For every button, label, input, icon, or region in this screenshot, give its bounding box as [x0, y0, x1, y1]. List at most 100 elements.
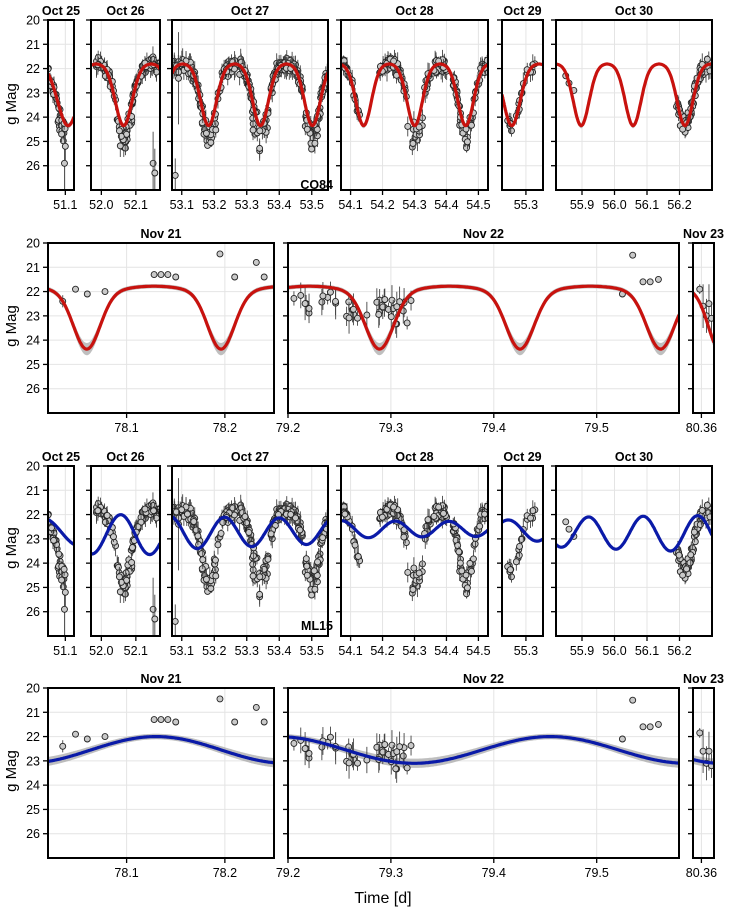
data-point	[252, 258, 260, 266]
data-point	[512, 558, 520, 566]
x-tick-label: 52.0	[89, 198, 113, 212]
plot-area	[48, 62, 74, 190]
x-tick-label: 51.1	[53, 644, 77, 658]
panel-oct-27-row-1: 53.1 53.2 53.3 53.4 53.5 Oct 27	[167, 4, 329, 212]
data-point	[256, 127, 264, 135]
data-point	[696, 285, 704, 293]
data-point	[245, 529, 253, 536]
model-uncertainty-band	[48, 284, 274, 356]
data-point	[516, 542, 524, 550]
y-tick-label: 21	[26, 706, 40, 720]
model-curve	[556, 513, 712, 553]
plot-area	[172, 478, 328, 636]
x-tick-label: 53.4	[267, 644, 291, 658]
data-point	[243, 519, 250, 527]
data-point	[691, 538, 699, 546]
x-axis-label: Time [d]	[354, 890, 411, 907]
panel-frame	[501, 465, 544, 637]
panel-frame	[555, 19, 713, 191]
data-point	[172, 508, 180, 516]
data-points	[48, 508, 69, 636]
panel-title: Oct 27	[231, 4, 269, 18]
plot-area	[48, 508, 74, 636]
panel-row-1: 51.1 20 21 22 23 24 25 26 Oct 25 52.0 52.1 Oct 26 53…	[26, 4, 713, 212]
data-point	[381, 741, 389, 748]
data-point	[290, 739, 298, 747]
data-point	[506, 566, 514, 574]
x-tick-label: 78.2	[213, 421, 237, 435]
model-curve	[288, 284, 679, 351]
data-point	[267, 530, 275, 538]
panel-frame	[171, 465, 329, 637]
data-point	[696, 521, 704, 529]
data-point	[114, 563, 122, 571]
model-label-ml15: ML15	[301, 619, 333, 633]
data-point	[654, 275, 662, 283]
data-point	[363, 311, 371, 319]
data-point	[403, 319, 411, 327]
x-tick-label: 53.5	[300, 644, 324, 658]
data-point	[172, 718, 180, 726]
data-point	[115, 573, 123, 581]
data-points	[59, 695, 268, 753]
data-point	[455, 548, 463, 556]
data-point	[164, 716, 172, 724]
data-point	[94, 507, 102, 515]
data-point	[217, 529, 225, 537]
data-point	[61, 605, 68, 613]
y-tick-label: 23	[26, 754, 40, 768]
plot-area	[502, 54, 543, 137]
x-tick-label: 53.3	[235, 644, 259, 658]
data-point	[639, 278, 647, 286]
data-point	[302, 555, 310, 563]
panel-frame	[501, 19, 544, 191]
y-tick-label: 23	[26, 86, 40, 100]
data-point	[116, 588, 124, 596]
data-point	[400, 533, 408, 541]
panel-title: Oct 28	[395, 450, 433, 464]
data-point	[375, 311, 383, 318]
panel-title: Nov 22	[463, 672, 504, 686]
data-point	[150, 507, 157, 515]
x-tick-label: 79.3	[379, 421, 403, 435]
panel-oct-29-row-3: 55.3 Oct 29	[497, 450, 544, 658]
data-point	[646, 278, 654, 286]
data-point	[61, 142, 69, 150]
y-tick-label: 23	[26, 532, 40, 546]
panel-title: Oct 25	[42, 450, 80, 464]
x-tick-label: 79.3	[379, 866, 403, 880]
model-curve	[48, 734, 274, 765]
data-point	[231, 718, 239, 726]
data-point	[128, 559, 136, 566]
data-point	[157, 271, 165, 279]
data-point	[61, 588, 69, 596]
model-curve	[693, 757, 714, 765]
data-point	[260, 718, 268, 726]
y-tick-label: 23	[26, 309, 40, 323]
data-point	[527, 514, 534, 522]
panel-title: Oct 26	[106, 450, 144, 464]
data-point	[454, 542, 462, 549]
data-point	[470, 555, 477, 563]
y-tick-label: 22	[26, 508, 40, 522]
data-point	[705, 300, 713, 308]
data-point	[687, 551, 695, 559]
x-tick-label: 54.5	[466, 644, 490, 658]
plot-area	[288, 251, 679, 356]
data-point	[415, 123, 423, 131]
data-point	[683, 565, 691, 573]
model-curve	[288, 734, 679, 765]
data-point	[128, 544, 136, 552]
data-point	[198, 550, 206, 558]
model-label-co84: CO84	[300, 178, 333, 192]
data-point	[341, 503, 348, 511]
data-point	[392, 765, 400, 773]
data-point	[110, 533, 117, 541]
x-tick-label: 56.0	[602, 198, 626, 212]
y-tick-label: 24	[26, 334, 40, 348]
data-point	[705, 747, 713, 755]
data-point	[466, 559, 474, 567]
data-point	[463, 138, 471, 146]
data-point	[198, 565, 206, 573]
x-tick-label: 54.5	[466, 198, 490, 212]
